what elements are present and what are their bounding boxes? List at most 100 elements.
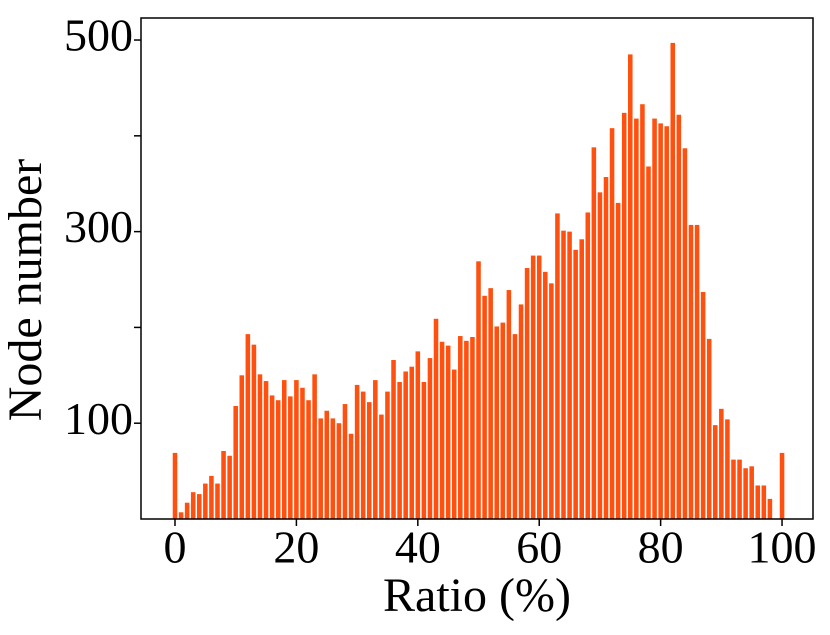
bar xyxy=(737,459,742,519)
bar xyxy=(755,485,761,519)
bar xyxy=(330,418,336,519)
y-tick-label: 500 xyxy=(64,10,133,61)
bar xyxy=(373,380,378,519)
bar xyxy=(300,387,305,519)
y-tick-label: 300 xyxy=(64,201,133,252)
bar xyxy=(318,418,323,519)
bar xyxy=(245,334,251,519)
x-tick-label: 80 xyxy=(638,522,684,573)
bar xyxy=(451,369,457,519)
bar xyxy=(524,268,530,519)
bar xyxy=(227,455,232,519)
bar xyxy=(403,371,408,519)
bar xyxy=(221,450,226,519)
bar xyxy=(500,322,506,519)
bar xyxy=(779,452,785,519)
bar xyxy=(421,382,427,519)
bar xyxy=(476,261,481,519)
x-axis-label: Ratio (%) xyxy=(383,569,571,622)
bar xyxy=(767,498,773,519)
bar xyxy=(239,375,245,519)
bar xyxy=(688,224,694,520)
bar xyxy=(585,212,591,519)
bar xyxy=(397,382,402,519)
bar xyxy=(336,423,342,519)
bar xyxy=(597,192,603,519)
bar xyxy=(184,502,190,519)
bar xyxy=(215,483,220,519)
bar xyxy=(203,483,208,519)
x-tick-label: 100 xyxy=(748,522,817,573)
bar xyxy=(488,288,493,519)
bar xyxy=(233,405,238,519)
bar xyxy=(197,494,202,519)
bar xyxy=(658,123,663,519)
bar xyxy=(433,318,439,519)
bar xyxy=(409,366,415,519)
y-tick-label: 100 xyxy=(64,393,133,444)
bar xyxy=(342,404,348,519)
bar xyxy=(725,419,730,519)
bar xyxy=(281,380,287,519)
bar xyxy=(190,492,196,519)
bar xyxy=(415,351,421,519)
bar xyxy=(269,395,275,519)
bar xyxy=(664,126,669,520)
bar xyxy=(506,290,512,519)
bar xyxy=(712,425,718,519)
bar xyxy=(379,414,384,519)
bar xyxy=(555,213,560,519)
bar xyxy=(719,408,724,519)
bar xyxy=(209,475,214,519)
bar xyxy=(530,255,536,519)
bar xyxy=(494,326,500,519)
bar xyxy=(257,374,263,519)
bar xyxy=(366,402,372,519)
bar xyxy=(354,384,360,519)
bar xyxy=(603,177,609,519)
y-axis-label: Node number xyxy=(0,159,52,422)
bar xyxy=(445,345,451,519)
bar xyxy=(640,104,645,520)
bar xyxy=(391,359,396,519)
bar xyxy=(761,485,767,519)
bar xyxy=(178,512,184,519)
bar xyxy=(634,118,639,519)
bar xyxy=(312,374,317,519)
bar xyxy=(573,249,578,520)
bar xyxy=(464,340,469,519)
bar xyxy=(360,391,366,519)
bar xyxy=(628,54,633,520)
bar xyxy=(749,466,754,519)
x-tick-label: 60 xyxy=(516,522,562,573)
x-tick-label: 0 xyxy=(163,522,186,573)
x-tick-label: 20 xyxy=(273,522,319,573)
bar xyxy=(385,391,390,519)
bar xyxy=(609,128,615,519)
bar xyxy=(172,452,178,519)
bar xyxy=(646,166,651,519)
bar xyxy=(470,336,475,519)
bar xyxy=(694,224,700,520)
bar xyxy=(621,112,627,519)
bar xyxy=(512,334,518,519)
bar xyxy=(294,380,299,519)
bar xyxy=(482,295,487,519)
plot-frame xyxy=(140,17,814,520)
bar xyxy=(561,230,566,520)
bar xyxy=(706,338,712,519)
bar xyxy=(263,381,269,519)
bar xyxy=(518,304,524,519)
bar xyxy=(275,400,281,519)
bar xyxy=(536,255,542,519)
bar xyxy=(676,114,682,519)
bar xyxy=(324,410,330,519)
bar xyxy=(591,147,597,519)
bar xyxy=(427,358,433,519)
bar xyxy=(306,400,311,519)
bar xyxy=(700,291,706,519)
bar xyxy=(670,42,676,519)
bar xyxy=(615,202,621,519)
bar xyxy=(288,396,293,519)
